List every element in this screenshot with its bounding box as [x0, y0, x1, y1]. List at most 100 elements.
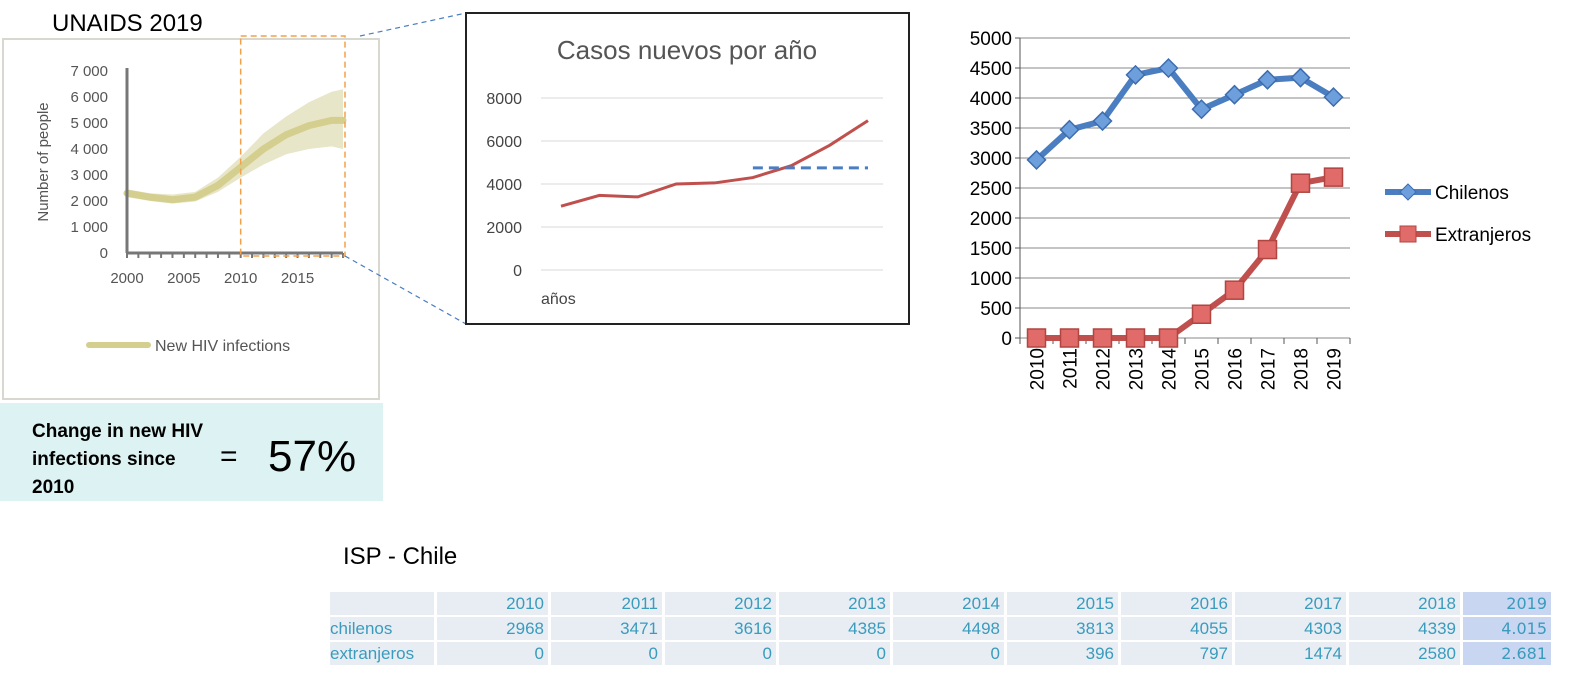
x-tick-label: 2012	[1094, 348, 1115, 390]
extranjeros-point	[1290, 173, 1311, 193]
chilenos-point	[1191, 99, 1212, 120]
x-tick-label: 2011	[1061, 348, 1082, 389]
x-tick-label: 2014	[1160, 348, 1181, 391]
x-tick-label: 2015	[1193, 348, 1214, 390]
y-tick-label: 8000	[486, 91, 522, 108]
extranjeros-point	[1224, 280, 1245, 300]
casos-chart: Casos nuevos por año 8000 6000 4000 2000 0 año…	[486, 35, 883, 308]
table-row: extranjeros 0 0 0 0 0 396 797 1474 2580 2.681	[330, 642, 1551, 665]
row-label: extranjeros	[330, 642, 434, 665]
table-cell: 2015	[1007, 592, 1118, 615]
y-tick-label: 3 000	[70, 167, 108, 184]
x-tick-label: 2010	[224, 270, 257, 287]
x-tick-label: 2015	[281, 270, 314, 287]
table-cell: 2.681	[1463, 642, 1551, 665]
table-cell: 797	[1121, 642, 1232, 665]
extranjeros-point	[1125, 328, 1146, 348]
table-cell: 0	[437, 642, 548, 665]
legend-label: New HIV infections	[155, 338, 290, 355]
chilenos-point	[1026, 149, 1047, 170]
x-tick-label: 2018	[1292, 348, 1313, 390]
table-cell: 1474	[1235, 642, 1346, 665]
chilenos-point	[1257, 69, 1278, 90]
highlight-2010-2019	[239, 35, 346, 257]
y-tick-label: 6 000	[70, 89, 108, 106]
connector-top	[359, 12, 467, 37]
table-header-row: 2010 2011 2012 2013 2014 2015 2016 2017 2018 2019	[330, 592, 1551, 615]
table-cell: 2019	[1463, 592, 1551, 615]
chilenos-point	[1092, 110, 1113, 132]
change-value: 57%	[268, 432, 357, 481]
zoom-connectors	[344, 12, 467, 325]
table-cell: 0	[665, 642, 776, 665]
table-cell: 2010	[437, 592, 548, 615]
y-tick-label: 3000	[970, 149, 1012, 170]
extranjeros-point	[1257, 239, 1278, 260]
x-tick-label: 2010	[1028, 348, 1049, 390]
y-tick-label: 2000	[486, 220, 522, 237]
connector-bottom	[344, 255, 467, 325]
extranjeros-point	[1158, 328, 1179, 348]
unaids-title: UNAIDS 2019	[52, 10, 203, 37]
extranjeros-point	[1323, 167, 1344, 187]
x-tick-label: 2016	[1226, 348, 1247, 390]
table-cell: 0	[551, 642, 662, 665]
table-cell: 2580	[1349, 642, 1460, 665]
table-cell: 3813	[1007, 617, 1118, 640]
y-tick-label: 5000	[970, 29, 1012, 50]
y-tick-label: 0	[513, 263, 522, 280]
legend-chilenos-label: Chilenos	[1435, 183, 1509, 204]
y-tick-label: 4500	[970, 59, 1012, 80]
y-tick-label: 0	[100, 245, 108, 262]
extranjeros-line	[1036, 174, 1335, 341]
y-tick-label: 7 000	[70, 63, 108, 80]
change-label: Change in new HIV infections since 2010	[32, 421, 204, 498]
chilenos-point	[1323, 87, 1344, 108]
change-box	[0, 403, 383, 501]
row-label	[330, 592, 434, 615]
y-tick-label: 1500	[970, 239, 1012, 260]
x-axis-label: años	[541, 291, 576, 308]
extranjeros-point	[1059, 328, 1080, 348]
y-tick-label: 1000	[970, 269, 1012, 290]
y-tick-label: 4000	[486, 177, 522, 194]
unaids-chart: 7 000 6 000 5 000 4 000 3 000 2 000 1 000 02000…	[35, 35, 347, 355]
table-cell: 0	[779, 642, 890, 665]
legend-extranjeros-label: Extranjeros	[1435, 225, 1531, 246]
table-cell: 4498	[893, 617, 1004, 640]
table-cell: 4385	[779, 617, 890, 640]
chilenos-point	[1224, 84, 1245, 105]
table-cell: 3471	[551, 617, 662, 640]
table-cell: 4.015	[1463, 617, 1551, 640]
isp-table: 2010 2011 2012 2013 2014 2015 2016 2017 2018 2019…	[327, 590, 1554, 667]
y-tick-label: 2 000	[70, 193, 108, 210]
chilenos-extranjeros-chart: 0 500 1000 1500 2000 2500 3000 3500 4000 4500 5000…	[970, 29, 1531, 391]
y-tick-label: 3500	[970, 119, 1012, 140]
y-tick-label: 2000	[970, 209, 1012, 230]
extranjeros-point	[1092, 328, 1113, 348]
table-cell: 2013	[779, 592, 890, 615]
chilenos-point	[1059, 119, 1080, 140]
extranjeros-point	[1191, 304, 1212, 324]
table-row: chilenos 2968 3471 3616 4385 4498 3813 4055 4303…	[330, 617, 1551, 640]
y-tick-label: 4 000	[70, 141, 108, 158]
table-cell: 4303	[1235, 617, 1346, 640]
x-tick-label: 2000	[110, 270, 143, 287]
uncertainty-band	[127, 89, 343, 204]
table-cell: 2014	[893, 592, 1004, 615]
casos-title: Casos nuevos por año	[557, 35, 817, 65]
table-cell: 2968	[437, 617, 548, 640]
chilenos-point	[1158, 58, 1179, 79]
casos-line	[560, 119, 869, 208]
table-cell: 396	[1007, 642, 1118, 665]
row-label: chilenos	[330, 617, 434, 640]
y-axis-label: Number of people	[35, 102, 52, 221]
change-equals: =	[220, 440, 238, 473]
extranjeros-point	[1026, 328, 1047, 348]
new-hiv-infections-line	[123, 116, 347, 204]
x-tick-label: 2017	[1259, 348, 1280, 390]
table-cell: 2016	[1121, 592, 1232, 615]
chilenos-point	[1125, 64, 1146, 85]
y-tick-label: 1 000	[70, 219, 108, 236]
chilenos-line	[1034, 65, 1336, 163]
